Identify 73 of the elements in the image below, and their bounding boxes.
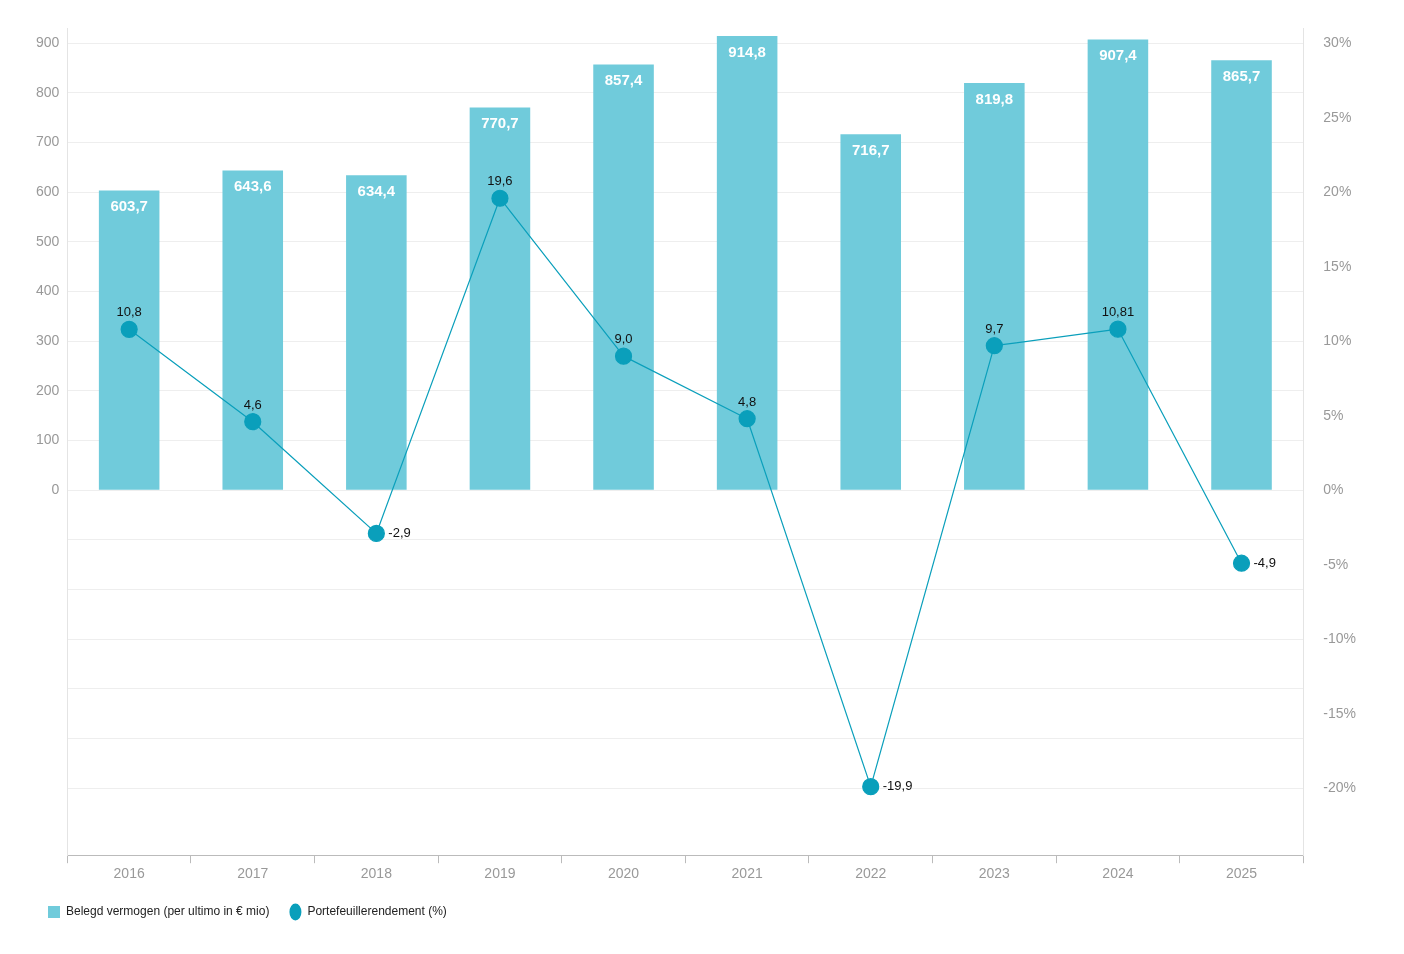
bar [469,107,531,490]
bar [1087,39,1149,490]
y-tick-label: 700 [36,133,60,150]
data-label: 10,8 [116,304,142,320]
bar [964,83,1025,490]
legend-label: Belegd vermogen (per ultimo in € mio) [66,904,270,919]
y2-tick-label: -5% [1323,555,1349,572]
data-label: 4,8 [738,393,757,409]
x-tick-label: 2022 [855,865,887,882]
y-tick-label: 0 [51,481,60,498]
bar [840,134,902,490]
bar [593,64,654,490]
x-tick-label: 2017 [237,865,269,882]
point [120,320,138,338]
data-label: -2,9 [388,525,411,540]
x-tick-label: 2025 [1225,865,1258,882]
point [738,410,756,428]
point [985,337,1003,355]
legend-label: Portefeuillerendement (%) [307,904,447,919]
y2-tick-label: -20% [1323,779,1356,796]
data-label: 603,7 [110,197,148,215]
x-tick-label: 2018 [360,865,393,882]
y2-tick-label: 0% [1323,481,1344,498]
data-label: 716,7 [851,140,890,158]
data-label: -19,9 [882,778,913,794]
x-tick-label: 2016 [113,865,145,882]
x-tick-label: 2021 [731,865,763,882]
y-tick-label: 900 [36,34,60,51]
bar [1211,60,1272,490]
x-tick-label: 2019 [484,865,516,882]
y2-tick-label: 20% [1323,183,1352,200]
y-tick-label: 400 [36,282,60,299]
point [244,413,262,431]
bar [222,170,284,490]
data-label: 9,0 [614,331,633,347]
y-tick-label: 600 [36,183,60,200]
bar [716,35,778,490]
data-label: -4,9 [1253,554,1276,570]
y2-tick-label: -15% [1323,704,1356,721]
data-label: 865,7 [1222,66,1261,84]
y-tick-label: 300 [36,332,60,349]
data-label: 634,4 [357,181,396,199]
point [1232,554,1251,572]
data-label: 4,6 [243,396,262,412]
y2-tick-label: 25% [1323,108,1352,125]
data-label: 10,81 [1101,304,1135,320]
point [1109,320,1127,338]
data-label: 819,8 [975,89,1014,107]
y2-tick-label: 5% [1323,406,1344,423]
y2-tick-label: 30% [1323,34,1352,51]
y2-tick-label: 15% [1323,257,1352,274]
point [862,778,880,796]
data-label: 914,8 [728,42,766,60]
data-label: 19,6 [487,173,513,189]
x-tick-label: 2020 [607,865,640,882]
y-tick-label: 100 [36,431,60,448]
y-tick-label: 200 [36,381,60,398]
x-tick-label: 2023 [978,865,1011,882]
y-tick-label: 500 [36,232,60,249]
point [614,347,633,365]
y2-tick-label: 10% [1323,332,1352,349]
data-label: 770,7 [481,114,519,132]
y2-tick-label: -10% [1323,630,1356,647]
data-label: 643,6 [233,177,272,195]
bar [98,190,160,490]
point [491,189,509,207]
y-tick-label: 800 [36,83,60,100]
point [367,524,385,543]
x-tick-label: 2024 [1102,865,1134,882]
data-label: 857,4 [604,71,643,89]
bar [346,175,407,490]
data-label: 907,4 [1099,46,1138,64]
data-label: 9,7 [985,320,1004,336]
